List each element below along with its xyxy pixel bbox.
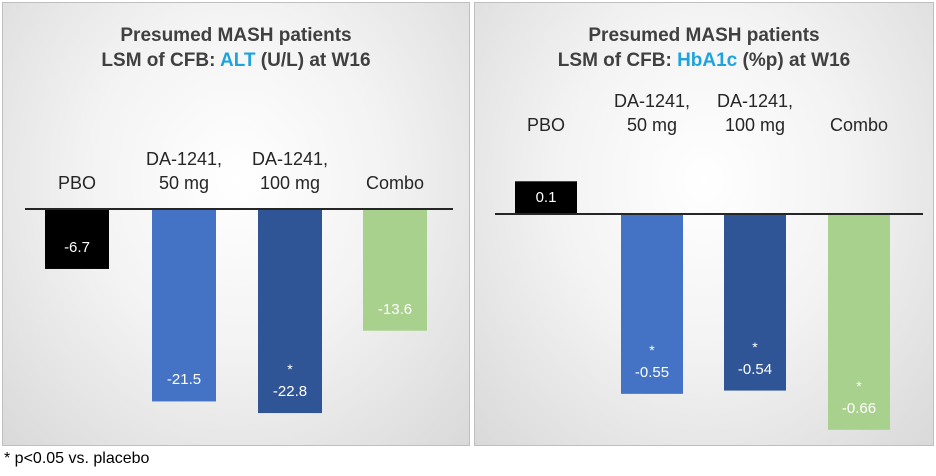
hba1c-category-label-0: PBO [526,115,565,135]
alt-chart-title: Presumed MASH patients LSM of CFB: ALT (… [3,23,469,73]
hba1c-title-line2: LSM of CFB: HbA1c (%p) at W16 [557,50,851,71]
hba1c-value-label-2: -0.54 [737,360,773,378]
hba1c-title-highlight: HbA1c [677,50,738,71]
alt-value-label-1: -21.5 [166,371,202,389]
alt-category-label-1: DA-1241, 50 mg [145,149,223,193]
alt-title-line1: Presumed MASH patients [120,25,352,46]
hba1c-significance-star-2: * [752,338,758,355]
hba1c-bar-chart [495,181,923,430]
hba1c-value-label-3: -0.66 [841,399,877,417]
hba1c-category-label-2: DA-1241, 100 mg [716,91,794,135]
alt-bar-chart [25,208,453,414]
hba1c-significance-star-3: * [856,377,862,394]
alt-bar-2 [258,209,322,414]
alt-category-label-3: Combo [365,173,425,193]
footnote: * p<0.05 vs. placebo [4,450,150,467]
alt-title-line2: LSM of CFB: ALT (U/L) at W16 [101,50,371,71]
alt-title-highlight: ALT [219,50,256,71]
alt-value-label-2: -22.8 [272,383,308,401]
alt-value-label-3: -13.6 [377,300,413,318]
hba1c-chart-title: Presumed MASH patients LSM of CFB: HbA1c… [475,23,933,73]
alt-value-label-0: -6.7 [64,238,90,256]
alt-bar-1 [152,209,216,402]
hba1c-value-label-0: 0.1 [535,188,557,206]
hba1c-category-label-1: DA-1241, 50 mg [613,91,691,135]
alt-category-label-2: DA-1241, 100 mg [251,149,329,193]
hba1c-bar-2 [724,214,786,391]
hba1c-bar-1 [621,214,683,394]
hba1c-value-label-1: -0.55 [634,363,670,381]
hba1c-significance-star-1: * [649,341,655,358]
hba1c-bar-3 [828,214,890,430]
alt-significance-star-2: * [287,361,293,378]
hba1c-title-line1: Presumed MASH patients [588,25,820,46]
hba1c-bar-0 [515,181,577,214]
alt-chart-panel: Presumed MASH patients LSM of CFB: ALT (… [2,2,470,446]
alt-category-label-0: PBO [57,173,96,193]
alt-bar-3 [363,209,427,331]
alt-bar-0 [45,209,109,269]
hba1c-category-label-3: Combo [829,115,889,135]
hba1c-chart-panel: Presumed MASH patients LSM of CFB: HbA1c… [474,2,934,446]
